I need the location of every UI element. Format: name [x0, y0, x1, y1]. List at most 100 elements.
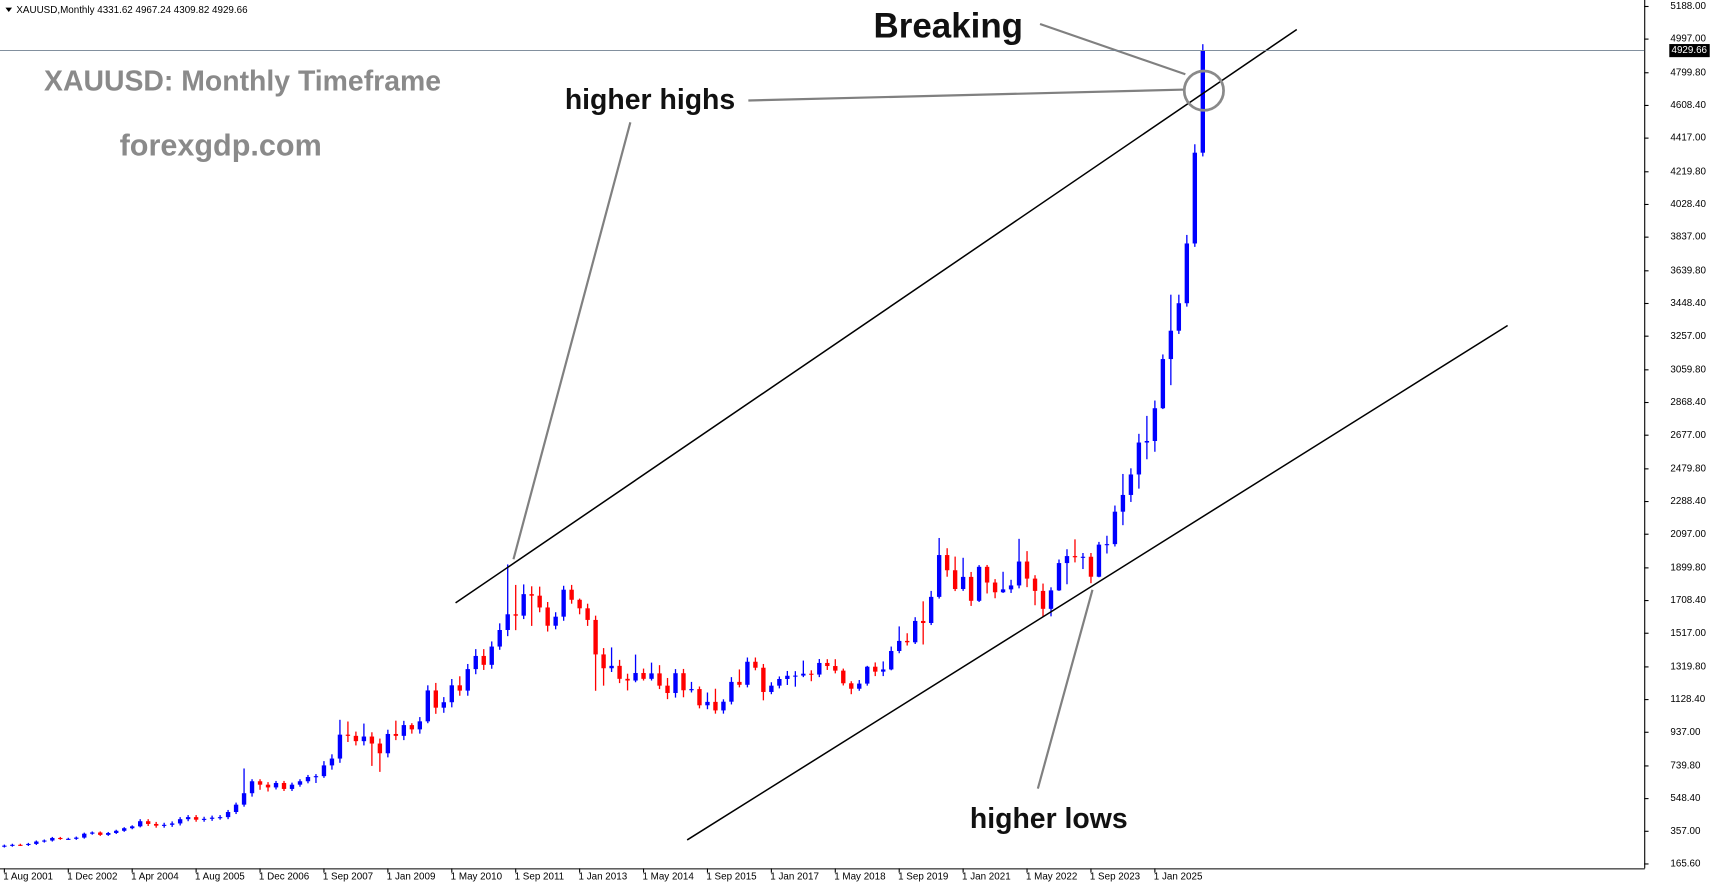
- y-tick-label: 4608.40: [1670, 100, 1706, 111]
- upper-channel-line: [455, 28, 1298, 604]
- x-tick-label: 1 May 2014: [642, 872, 694, 883]
- candle-body: [361, 736, 367, 742]
- header-triangle: [5, 7, 13, 13]
- candle-body: [1112, 511, 1118, 545]
- chart-subtitle: forexgdp.com: [120, 129, 322, 163]
- candle-body: [537, 595, 542, 608]
- candle-body: [193, 817, 199, 820]
- candle-body: [1040, 590, 1046, 609]
- candle-body: [665, 685, 670, 693]
- candle-body: [1176, 303, 1182, 331]
- x-tick-label: 1 Jan 2021: [962, 872, 1011, 883]
- candle-body: [457, 685, 462, 691]
- lower-channel-line: [686, 324, 1509, 841]
- candle-body: [441, 702, 446, 708]
- candle-body: [729, 681, 734, 702]
- x-tick-label: 1 Sep 2011: [515, 872, 565, 883]
- candle-body: [321, 765, 327, 777]
- candle-body: [673, 673, 678, 693]
- y-tick-label: 1899.80: [1670, 562, 1706, 573]
- candle-body: [257, 781, 263, 785]
- candle-body: [633, 673, 638, 681]
- candle-body: [920, 620, 926, 623]
- y-tick-label: 3257.00: [1670, 331, 1706, 342]
- candle-body: [689, 689, 694, 691]
- candle-body: [130, 826, 135, 829]
- candle-body: [785, 675, 790, 679]
- candle-body: [976, 566, 982, 601]
- candle-body: [809, 673, 814, 675]
- candle-body: [513, 614, 518, 616]
- candle-body: [233, 804, 239, 812]
- candle-body: [353, 735, 359, 742]
- low: 4309.82: [174, 4, 210, 15]
- candle-body: [289, 784, 295, 789]
- candle-body: [26, 843, 31, 846]
- candle-body: [601, 654, 606, 669]
- candle-body: [42, 840, 47, 842]
- symbol: XAUUSD,Monthly: [16, 4, 94, 15]
- candle-body: [649, 673, 654, 679]
- x-tick-label: 1 Aug 2001: [3, 872, 53, 883]
- candle-body: [913, 620, 918, 643]
- candle-body: [825, 662, 830, 667]
- candle-body: [657, 673, 662, 686]
- candle-body: [433, 690, 438, 708]
- x-tick-label: 1 May 2018: [834, 872, 886, 883]
- y-tick-label: 739.80: [1670, 761, 1701, 772]
- candle-body: [1160, 359, 1166, 409]
- candle-body: [369, 736, 375, 744]
- candle-body: [337, 734, 343, 759]
- candle-body: [489, 646, 494, 665]
- x-tick-label: 1 Jan 2017: [770, 872, 819, 883]
- candle-body: [857, 683, 862, 689]
- x-tick-label: 1 Jan 2025: [1154, 872, 1203, 883]
- candle-body: [1048, 590, 1054, 609]
- candle-body: [401, 725, 407, 736]
- candle-body: [873, 666, 878, 672]
- candle-body: [817, 662, 822, 675]
- candle-body: [1088, 556, 1094, 577]
- y-tick-label: 2479.80: [1670, 463, 1706, 474]
- y-tick-label: 4028.40: [1670, 199, 1706, 210]
- candle-body: [529, 594, 534, 596]
- candle-body: [641, 673, 646, 679]
- y-tick-label: 1128.40: [1670, 694, 1705, 705]
- candle-body: [1032, 578, 1038, 591]
- y-tick-label: 5188.00: [1670, 1, 1706, 12]
- candle-body: [1120, 494, 1126, 512]
- candle-body: [1008, 585, 1014, 590]
- candle-body: [849, 683, 854, 689]
- candle-body: [449, 685, 454, 703]
- candle-body: [82, 833, 87, 838]
- candle-body: [106, 832, 111, 835]
- candle-body: [1080, 556, 1086, 558]
- candle-body: [209, 817, 215, 819]
- candle-body: [545, 607, 550, 626]
- candle-body: [769, 685, 774, 692]
- y-tick-label: 2097.00: [1670, 529, 1706, 540]
- candle-body: [1064, 556, 1070, 564]
- plot-area: [2, 44, 1205, 848]
- y-tick-label: 357.00: [1670, 826, 1701, 837]
- x-tick-label: 1 Apr 2004: [131, 872, 179, 883]
- y-tick-label: 3639.80: [1670, 265, 1706, 276]
- candle-body: [609, 665, 614, 669]
- candle-body: [593, 619, 598, 655]
- candle-body: [577, 599, 582, 609]
- candle-body: [2, 845, 7, 847]
- y-tick-label: 4417.00: [1670, 133, 1706, 144]
- y-tick-label: 548.40: [1670, 793, 1701, 804]
- candle-body: [313, 776, 319, 778]
- candle-body: [145, 821, 151, 824]
- candle-body: [98, 832, 103, 835]
- candle-body: [265, 784, 271, 788]
- candle-body: [225, 811, 231, 818]
- candle-body: [74, 837, 79, 839]
- pointer-line: [1039, 22, 1186, 76]
- y-tick-label: 1708.40: [1670, 595, 1706, 606]
- candle-body: [393, 733, 399, 736]
- candle-body: [1072, 556, 1078, 558]
